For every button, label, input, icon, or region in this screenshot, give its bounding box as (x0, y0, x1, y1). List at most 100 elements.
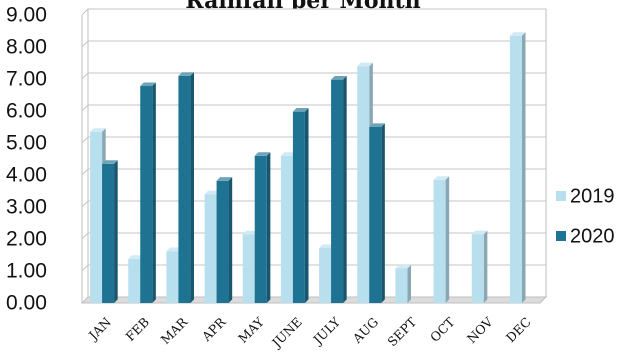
bar-2020-may (254, 152, 271, 303)
y-axis: 0.00 1.00 2.00 3.00 4.00 5.00 6.00 7.00 8.00 9.00 (6, 4, 47, 315)
gridline (81, 232, 546, 240)
bar-2020-aug (369, 123, 385, 304)
bar-side (266, 152, 271, 303)
bars (90, 32, 526, 304)
chart-plot-area (80, 8, 548, 304)
bar-top (178, 72, 195, 76)
gridline (81, 104, 546, 112)
x-tick-label: DEC (503, 314, 534, 345)
x-tick-label: AUG (349, 314, 381, 346)
bar-top (216, 177, 233, 181)
bar-2019-dec (509, 32, 526, 304)
bar-front (140, 86, 153, 303)
gridline (81, 72, 546, 80)
legend-label: 2020 (570, 225, 615, 247)
bar-side (190, 72, 195, 303)
bar-front (128, 258, 141, 303)
bar-front (471, 234, 484, 303)
bar-top (140, 82, 156, 87)
y-tick-label: 8.00 (6, 36, 47, 59)
legend-item-2019: 2019 (556, 185, 615, 207)
bar-side (407, 264, 412, 303)
bar-side (445, 176, 450, 303)
bar-top (369, 123, 385, 127)
legend-swatch (556, 231, 566, 241)
x-axis: JAN FEB MAR APR MAY JUNE JULY AUG SEPT OCT NOV DEC (84, 314, 534, 352)
bar-front (395, 268, 408, 303)
legend: 2019 2020 (556, 185, 615, 247)
bar-top (102, 160, 118, 164)
y-tick-label: 9.00 (6, 4, 47, 27)
bar-front (433, 179, 446, 303)
bar-top (280, 152, 297, 156)
y-tick-label: 0.00 (6, 292, 47, 315)
bar-2020-mar (178, 72, 195, 303)
bar-front (178, 75, 191, 303)
bar-side (483, 230, 488, 303)
bar-2020-june (292, 108, 309, 303)
legend-label: 2019 (570, 185, 615, 207)
bar-front (369, 127, 382, 303)
bar-front (331, 79, 344, 303)
bar-side (228, 177, 233, 303)
bar-top (204, 190, 221, 195)
bar-2019-sept (395, 264, 412, 303)
bar-side (381, 123, 385, 304)
gridline (81, 40, 546, 48)
bar-top (242, 230, 259, 235)
chart-floor (80, 296, 548, 304)
gridline (81, 168, 546, 176)
bar-front (280, 155, 293, 303)
bar-2019-oct (433, 176, 450, 303)
gridline (81, 200, 546, 208)
x-tick-label: MAY (235, 314, 267, 346)
bar-top (509, 32, 526, 36)
bar-top (471, 230, 488, 235)
bar-side (343, 76, 347, 303)
y-tick-label: 5.00 (6, 132, 47, 155)
bar-front (204, 194, 217, 303)
bar-front (90, 131, 103, 303)
gridlines (81, 8, 546, 272)
bar-top (395, 264, 412, 269)
y-tick-label: 7.00 (6, 68, 47, 91)
y-tick-label: 2.00 (6, 228, 47, 251)
bar-top (166, 247, 183, 252)
bar-front (357, 66, 370, 303)
y-tick-label: 6.00 (6, 100, 47, 123)
bar-top (357, 62, 373, 67)
x-tick-label: OCT (427, 314, 458, 345)
gridline (81, 264, 546, 272)
bar-2019-nov (471, 230, 488, 303)
x-tick-label: SEPT (384, 314, 419, 349)
bar-front (166, 251, 179, 303)
bar-top (292, 108, 309, 112)
bar-front (292, 111, 305, 303)
x-tick-label: NOV (464, 314, 497, 347)
bar-side (304, 108, 309, 303)
x-tick-label: JAN (84, 314, 114, 344)
bar-side (152, 82, 156, 303)
x-tick-label: JUNE (268, 314, 305, 351)
x-tick-label: APR (198, 314, 229, 345)
x-tick-label: FEB (122, 314, 152, 344)
gridline (81, 8, 546, 16)
gridline (81, 136, 546, 144)
x-tick-label: JULY (309, 314, 344, 349)
legend-swatch (556, 191, 566, 201)
bar-top (331, 76, 347, 80)
bar-side (114, 160, 118, 303)
bar-2020-july (331, 76, 347, 303)
bar-2020-jan (102, 160, 118, 303)
bar-top (90, 128, 106, 132)
bar-front (254, 155, 267, 303)
bar-top (254, 152, 271, 156)
bar-side (521, 32, 526, 303)
bar-front (319, 247, 332, 303)
bar-front (242, 234, 255, 303)
legend-item-2020: 2020 (556, 225, 615, 247)
bar-front (509, 35, 522, 304)
bar-2020-apr (216, 177, 233, 303)
bar-front (216, 180, 229, 303)
